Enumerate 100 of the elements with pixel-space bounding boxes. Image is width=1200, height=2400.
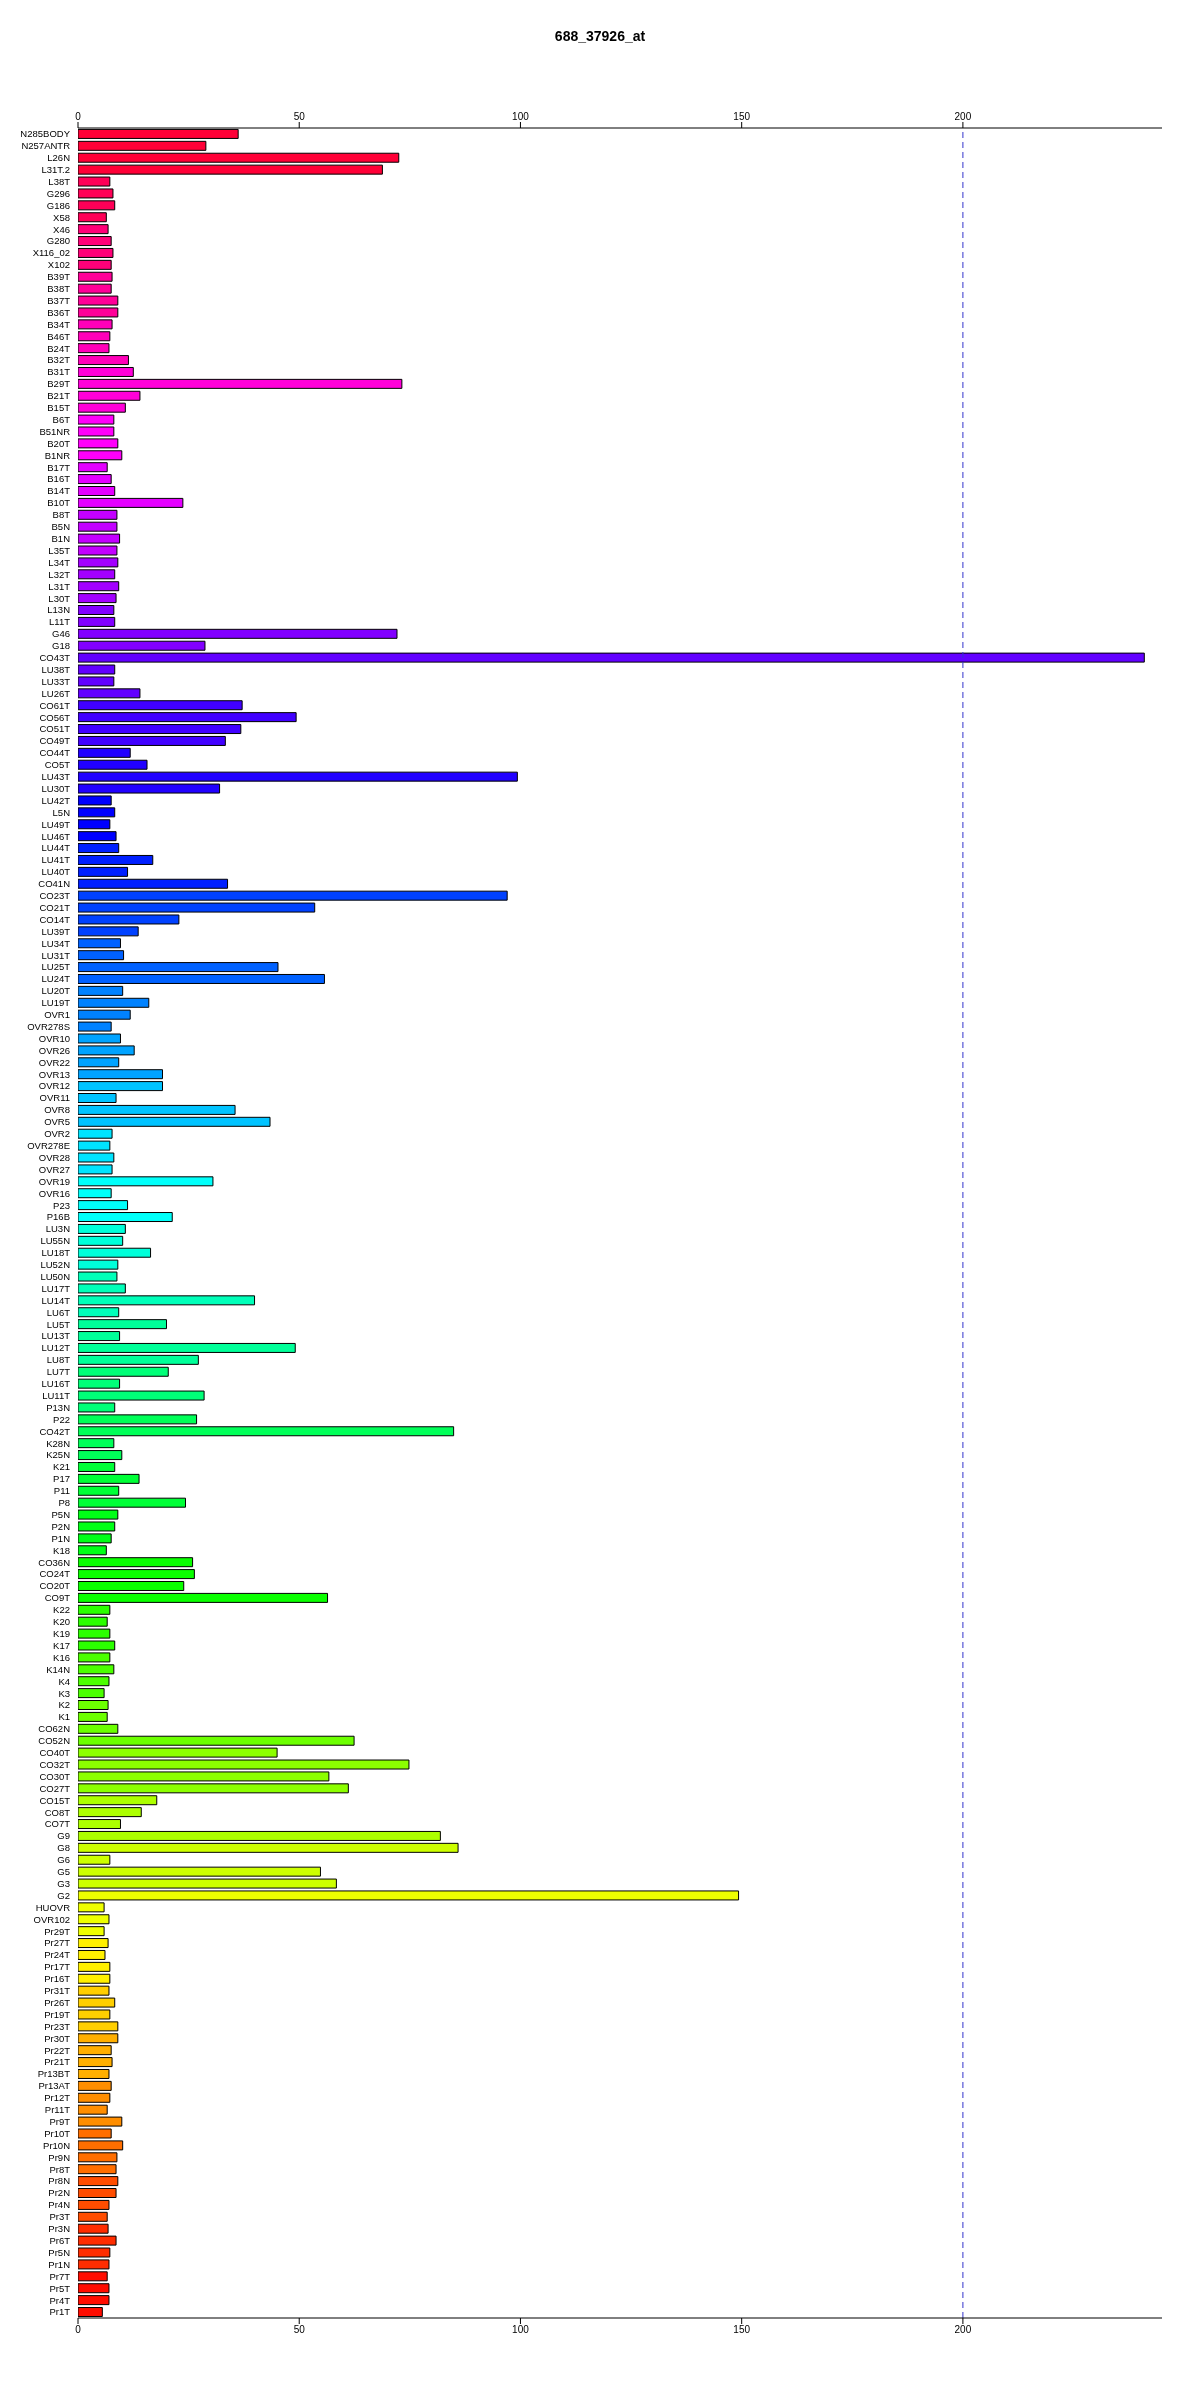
- y-tick-label: CO8T: [44, 1806, 71, 1818]
- bar: [78, 1569, 195, 1580]
- bar: [78, 1592, 329, 1603]
- y-tick-label: G296: [46, 187, 70, 199]
- y-tick-label: LU44T: [41, 842, 71, 854]
- bar: [78, 1081, 164, 1092]
- bar: [78, 628, 398, 639]
- y-tick-label: X116_02: [32, 247, 70, 259]
- y-tick-label: Pr23T: [44, 2020, 71, 2032]
- y-tick-label: CO36N: [38, 1556, 71, 1568]
- y-tick-label: OVR1: [44, 1009, 70, 1021]
- y-tick-label: LU8T: [46, 1354, 71, 1366]
- bar: [78, 1354, 199, 1365]
- y-tick-label: B6T: [52, 413, 71, 425]
- y-tick-label: X46: [53, 223, 70, 235]
- y-tick-label: LU30T: [41, 782, 71, 794]
- y-tick-label: CO20T: [39, 1580, 71, 1592]
- y-tick-label: LU20T: [41, 985, 71, 997]
- y-tick-label: LU41T: [41, 854, 71, 866]
- y-tick-label: CO40T: [39, 1747, 71, 1759]
- y-tick-label: G6: [57, 1854, 70, 1866]
- y-tick-label: G46: [52, 628, 70, 640]
- y-tick-label: B21T: [47, 390, 71, 402]
- bar: [78, 985, 124, 996]
- bar: [78, 866, 129, 877]
- y-tick-label: P22: [53, 1413, 70, 1425]
- y-tick-label: K14N: [46, 1663, 71, 1675]
- bar: [78, 1723, 119, 1734]
- y-tick-label: LU31T: [41, 949, 71, 961]
- y-tick-label: OVR5: [44, 1116, 70, 1128]
- y-tick-label: B31T: [47, 366, 71, 378]
- y-tick-label: K3: [58, 1687, 70, 1699]
- y-tick-label: HUOVR: [35, 1901, 71, 1913]
- y-tick-label: CO49T: [39, 735, 71, 747]
- y-tick-label: Pr5N: [48, 2246, 71, 2258]
- y-tick-label: K25N: [46, 1449, 71, 1461]
- bar: [78, 390, 141, 401]
- x2-tick-label: 200: [954, 2324, 972, 2336]
- y-tick-label: Pr1T: [49, 2306, 71, 2318]
- y-tick-label: Pr27T: [44, 1937, 71, 1949]
- y-tick-label: P17: [53, 1473, 70, 1485]
- bar: [78, 1842, 459, 1853]
- bar: [78, 1711, 108, 1722]
- y-tick-label: Pr29T: [44, 1925, 71, 1937]
- bar: [78, 1331, 121, 1342]
- bar: [78, 2045, 112, 2056]
- y-tick-label: X58: [53, 211, 70, 223]
- bar: [78, 236, 112, 247]
- bar: [78, 1557, 194, 1568]
- y-tick-label: Pr9N: [48, 2151, 71, 2163]
- y-tick-label: CO42T: [39, 1425, 71, 1437]
- x-tick-label: 200: [954, 111, 972, 122]
- y-tick-label: LU19T: [41, 997, 71, 1009]
- bar: [78, 1830, 441, 1841]
- x-tick-label: 0: [75, 111, 82, 122]
- y-tick-label: B37T: [47, 294, 71, 306]
- y-tick-label: LU52N: [40, 1259, 71, 1271]
- x-tick-label: 150: [733, 111, 751, 122]
- bar: [78, 366, 134, 377]
- y-tick-label: OVR10: [38, 1032, 70, 1044]
- y-tick-label: CO32T: [39, 1758, 71, 1770]
- y-tick-label: OVR22: [38, 1056, 70, 1068]
- y-tick-label: CO21T: [39, 901, 71, 913]
- y-tick-label: OVR8: [44, 1104, 70, 1116]
- bar: [78, 724, 242, 735]
- y-tick-label: LU14T: [41, 1294, 71, 1306]
- y-tick-label: LU7T: [46, 1366, 71, 1378]
- y-tick-label: OVR278E: [27, 1140, 70, 1152]
- y-tick-label: G8: [57, 1842, 70, 1854]
- bar: [78, 843, 120, 854]
- bar: [78, 355, 129, 366]
- bar: [78, 2295, 110, 2306]
- y-tick-label: Pr8T: [49, 2163, 71, 2175]
- y-tick-label: B38T: [47, 283, 71, 295]
- y-tick-label: B15T: [47, 402, 71, 414]
- y-tick-label: Pr6T: [49, 2235, 71, 2247]
- bar: [78, 1319, 167, 1330]
- y-tick-label: P5N: [51, 1508, 71, 1520]
- bar: [78, 1973, 111, 1984]
- y-tick-label: OVR27: [38, 1163, 70, 1175]
- bar: [78, 1104, 236, 1115]
- bar: [78, 1795, 158, 1806]
- y-tick-label: LU33T: [41, 675, 71, 687]
- bar: [78, 271, 113, 282]
- y-tick-label: OVR2: [44, 1128, 70, 1140]
- bar: [78, 1188, 112, 1199]
- y-tick-label: LU49T: [41, 818, 71, 830]
- y-tick-label: Pr3T: [49, 2211, 71, 2223]
- y-tick-label: CO43T: [39, 652, 71, 664]
- y-tick-label: B10T: [47, 497, 71, 509]
- y-tick-label: CO23T: [39, 890, 71, 902]
- y-tick-label: Pr22T: [44, 2044, 71, 2056]
- bar: [78, 462, 108, 473]
- x-tick-label: 100: [512, 111, 530, 122]
- bar: [78, 593, 117, 604]
- y-tick-label: LU3N: [45, 1223, 71, 1235]
- bar: [78, 2164, 117, 2175]
- y-tick-label: OVR278S: [27, 1020, 70, 1032]
- y-tick-label: LU13T: [41, 1330, 71, 1342]
- y-tick-label: CO5T: [44, 759, 71, 771]
